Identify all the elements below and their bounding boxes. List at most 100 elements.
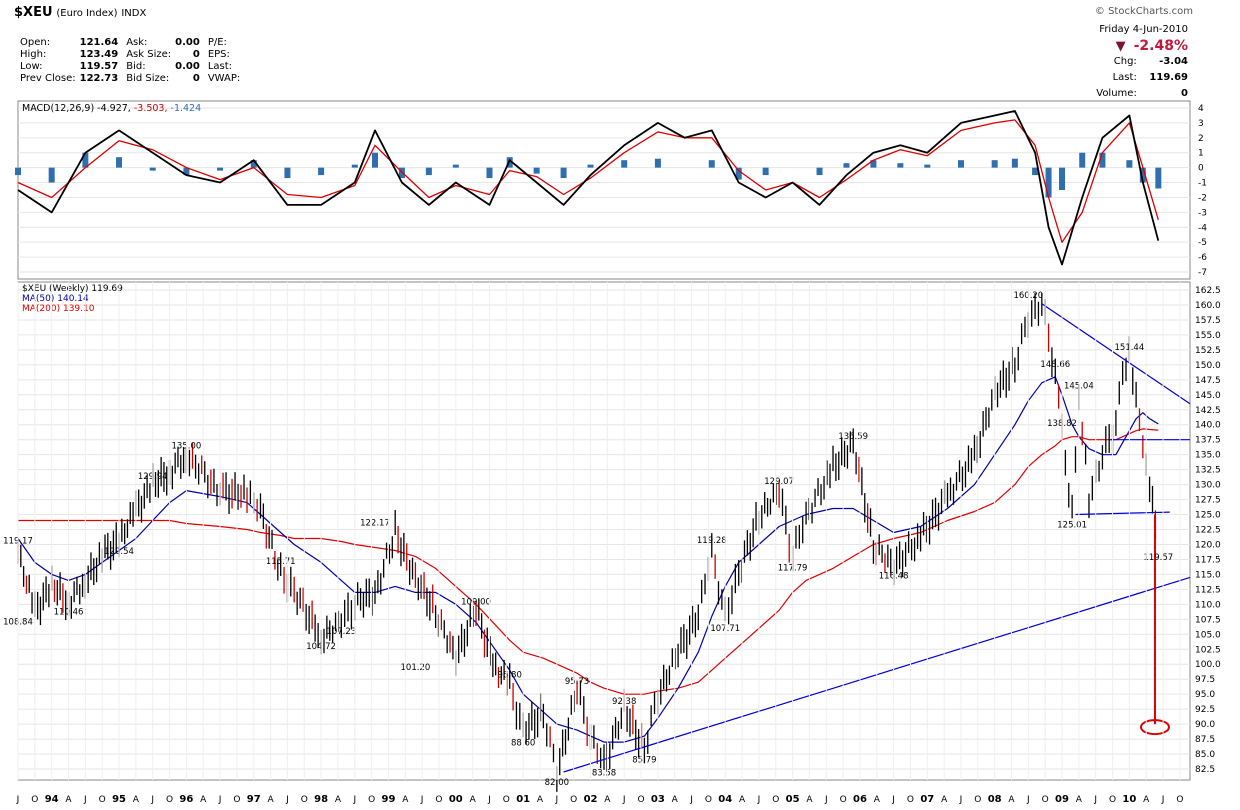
low-value: 119.57 xyxy=(79,61,119,72)
x-tick-label: O xyxy=(705,795,712,805)
x-tick-label: A xyxy=(672,795,679,805)
macd-histogram-bar xyxy=(1079,152,1086,168)
open-label: Open: xyxy=(20,37,51,48)
macd-histogram-bar xyxy=(533,167,540,174)
x-tick-label: A xyxy=(874,795,881,805)
price-tick-label: 150.0 xyxy=(1195,361,1221,371)
chg-value: -3.04 xyxy=(1159,56,1188,67)
macd-histogram-bar xyxy=(816,167,823,176)
price-tick-label: 155.0 xyxy=(1195,331,1221,341)
x-tick-label: O xyxy=(233,795,240,805)
price-label: 107.71 xyxy=(710,624,740,634)
prev-close-value: 122.73 xyxy=(79,73,119,84)
price-tick-label: 120.0 xyxy=(1195,540,1221,550)
macd-histogram-bar xyxy=(708,160,715,168)
price-legend-2: MA(200) 139.10 xyxy=(22,304,95,314)
x-tick-label: O xyxy=(1109,795,1116,805)
macd-histogram-bar xyxy=(371,152,378,168)
macd-histogram-bar xyxy=(398,167,405,179)
price-tick-label: 145.0 xyxy=(1195,391,1221,401)
ask-label: Ask: xyxy=(126,37,148,48)
chart-title: $XEU (Euro Index) INDX xyxy=(14,5,146,20)
price-frame xyxy=(17,281,1191,781)
x-tick-label: A xyxy=(806,795,813,805)
x-tick-label: J xyxy=(824,795,828,805)
price-tick-label: 135.0 xyxy=(1195,451,1221,461)
x-tick-label: 08 xyxy=(988,794,1002,805)
bid-label: Bid: xyxy=(126,61,146,72)
macd-histogram-bar xyxy=(621,160,628,168)
x-tick-label: J xyxy=(757,795,761,805)
price-tick-label: 92.5 xyxy=(1195,705,1215,715)
x-tick-label: O xyxy=(1042,795,1049,805)
price-label: 122.17 xyxy=(360,518,390,528)
price-label: 119.17 xyxy=(3,536,33,546)
macd-signal-line xyxy=(17,119,1159,243)
macd-histogram-bar xyxy=(15,167,21,176)
x-tick-label: 94 xyxy=(45,794,59,805)
x-tick-label: A xyxy=(604,795,611,805)
x-tick-label: J xyxy=(487,795,491,805)
price-tick-label: 95.0 xyxy=(1195,690,1215,700)
price-tick-label: 107.5 xyxy=(1195,615,1221,625)
price-tick-label: 140.0 xyxy=(1195,421,1221,431)
x-axis: J O 94 A J O 95 A J O 96 A J O 97 A J O 98 A J O 99 A J O 00 A J O 01 A… xyxy=(16,282,1183,805)
macd-histogram-bar xyxy=(1139,167,1146,183)
x-tick-label: J xyxy=(959,795,963,805)
macd-histogram-bar xyxy=(843,163,850,168)
macd-histogram-bar xyxy=(486,167,493,179)
macd-histogram-bar xyxy=(1011,158,1018,168)
x-tick-label: 04 xyxy=(718,794,732,805)
ma50-line xyxy=(17,376,1159,743)
brand-logo[interactable]: © StockCharts.com xyxy=(1094,6,1193,17)
price-tick-label: 90.0 xyxy=(1195,720,1215,730)
price-tick-label: 160.0 xyxy=(1195,301,1221,311)
price-tick-label: 112.5 xyxy=(1195,585,1221,595)
pe-label: P/E: xyxy=(207,37,227,48)
price-label: 88.60 xyxy=(511,738,535,748)
x-tick-label: J xyxy=(1026,795,1030,805)
x-tick-label: J xyxy=(285,795,289,805)
macd-histogram-bar xyxy=(1045,167,1052,198)
macd-histogram-bar xyxy=(735,167,742,180)
bid-value: 0.00 xyxy=(175,61,200,72)
price-label: 110.46 xyxy=(54,608,84,618)
x-tick-label: O xyxy=(840,795,847,805)
high-label: High: xyxy=(20,49,47,60)
x-tick-label: 98 xyxy=(314,794,328,805)
price-legend-1: MA(50) 140.14 xyxy=(22,294,89,304)
x-tick-label: J xyxy=(16,795,20,805)
price-label: 83.58 xyxy=(592,769,616,779)
price-label: 136.59 xyxy=(838,432,868,442)
macd-legend-value: -4.927, xyxy=(97,103,134,114)
x-tick-label: A xyxy=(65,795,72,805)
macd-histogram-bar xyxy=(1155,167,1162,189)
macd-tick-label: -7 xyxy=(1198,268,1207,278)
macd-histogram-bar xyxy=(1099,152,1106,168)
x-tick-label: A xyxy=(739,795,746,805)
price-tick-label: 117.5 xyxy=(1195,555,1221,565)
open-value: 121.64 xyxy=(79,37,119,48)
ask-size-value: 0 xyxy=(192,49,200,60)
x-tick-label: A xyxy=(1008,795,1015,805)
x-tick-label: A xyxy=(200,795,207,805)
vwap-label: VWAP: xyxy=(207,73,241,84)
price-label: 148.66 xyxy=(1040,360,1070,370)
x-tick-label: O xyxy=(570,795,577,805)
x-tick-label: 95 xyxy=(112,794,126,805)
price-label: 129.07 xyxy=(764,477,794,487)
macd-histogram-bar xyxy=(116,157,123,168)
x-tick-label: 03 xyxy=(651,794,665,805)
macd-legend-label: MACD(12,26,9) xyxy=(22,103,97,114)
price-label: 129.94 xyxy=(138,472,168,482)
macd-histogram-bar xyxy=(587,164,594,168)
price-tick-label: 85.0 xyxy=(1195,750,1215,760)
x-tick-label: O xyxy=(435,795,442,805)
price-tick-label: 132.5 xyxy=(1195,466,1221,476)
price-label: 119.28 xyxy=(697,536,727,546)
x-tick-label: 09 xyxy=(1055,794,1069,805)
price-tick-label: 100.0 xyxy=(1195,660,1221,670)
macd-tick-label: -2 xyxy=(1198,193,1207,203)
symbol: $XEU xyxy=(14,5,53,20)
